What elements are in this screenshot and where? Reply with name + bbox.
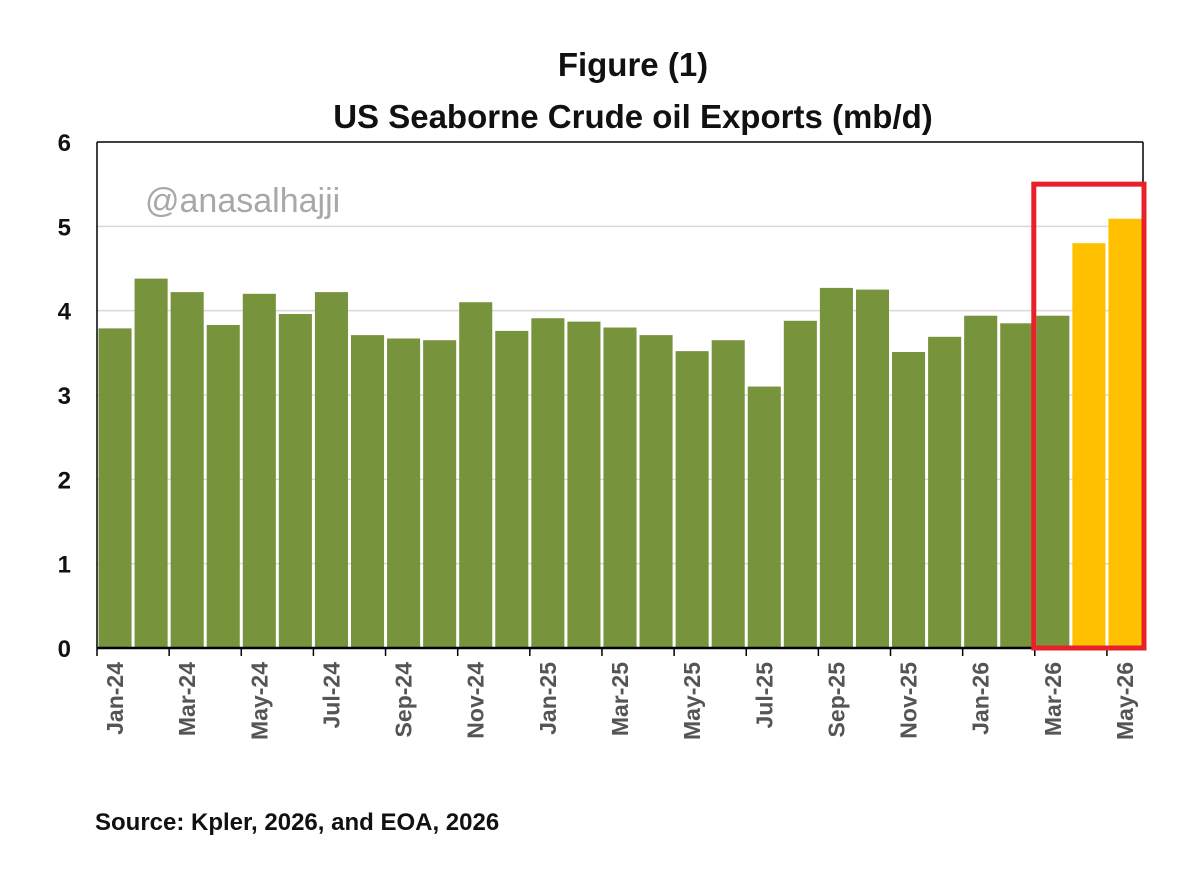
x-tick-label: Sep-24: [391, 662, 417, 738]
bar-jan-25: [531, 318, 565, 648]
bars: [98, 218, 1142, 648]
highlight-box: [1031, 181, 1147, 651]
x-tick-label: Jul-24: [318, 662, 344, 729]
bar-may-26: [1108, 218, 1142, 648]
bar-may-25: [675, 351, 709, 648]
bar-dec-25: [928, 336, 962, 648]
x-tick-label: Jan-26: [968, 662, 994, 735]
x-tick-label: Mar-25: [607, 662, 633, 736]
chart-title-line2: US Seaborne Crude oil Exports (mb/d): [333, 98, 933, 135]
y-tick-label: 5: [58, 214, 71, 241]
watermark: @anasalhajji: [145, 182, 340, 220]
bar-sep-25: [819, 287, 853, 648]
x-tick-label: Jan-24: [102, 662, 128, 735]
bar-oct-24: [423, 340, 457, 648]
bar-oct-25: [855, 289, 890, 648]
x-tick-label: May-26: [1112, 662, 1138, 740]
x-tick-label: Jul-25: [751, 662, 777, 729]
chart-title-line1: Figure (1): [558, 46, 708, 83]
bar-mar-24: [170, 292, 204, 648]
bar-apr-25: [639, 335, 673, 648]
y-tick-label: 3: [58, 383, 71, 410]
bar-sep-24: [387, 338, 421, 648]
y-tick-label: 2: [58, 467, 71, 494]
y-tick-label: 0: [58, 636, 71, 663]
bar-jun-25: [711, 340, 745, 648]
x-tick-label: May-25: [679, 662, 705, 740]
bar-jan-26: [964, 315, 998, 648]
bar-dec-24: [495, 330, 529, 648]
bar-feb-24: [134, 278, 168, 648]
y-tick-label: 4: [58, 299, 72, 326]
y-tick-label: 1: [58, 552, 71, 579]
x-tick-label: Mar-26: [1040, 662, 1066, 736]
source-note: Source: Kpler, 2026, and EOA, 2026: [95, 809, 499, 836]
bar-mar-26: [1036, 315, 1070, 648]
bar-apr-24: [206, 325, 240, 648]
bar-nov-24: [459, 302, 493, 648]
bar-mar-25: [603, 327, 637, 648]
bar-feb-26: [1000, 323, 1034, 648]
x-tick-label: Mar-24: [174, 662, 200, 736]
bar-feb-25: [567, 321, 601, 648]
bar-aug-25: [783, 320, 817, 648]
x-tick-label: Sep-25: [823, 662, 849, 738]
bar-jul-24: [314, 292, 348, 648]
y-tick-labels: 0 1 2 3 4 5 6: [58, 130, 72, 663]
bar-apr-26: [1072, 243, 1106, 648]
bar-nov-25: [892, 351, 926, 648]
x-tick-label: Nov-25: [896, 662, 922, 739]
bar-aug-24: [350, 335, 385, 648]
x-tick-label: May-24: [246, 662, 272, 740]
x-tick-labels: Jan-24 Mar-24 May-24 Jul-24 Sep-24 Nov-24 Jan-…: [102, 662, 1138, 740]
highlight-box-group: [1031, 181, 1147, 651]
bar-jul-25: [747, 386, 781, 648]
bar-may-24: [242, 293, 276, 648]
x-tick-label: Jan-25: [535, 662, 561, 735]
bar-jan-24: [98, 328, 132, 648]
bar-jun-24: [278, 314, 312, 648]
x-tick-label: Nov-24: [463, 662, 489, 739]
y-tick-label: 6: [58, 130, 71, 157]
